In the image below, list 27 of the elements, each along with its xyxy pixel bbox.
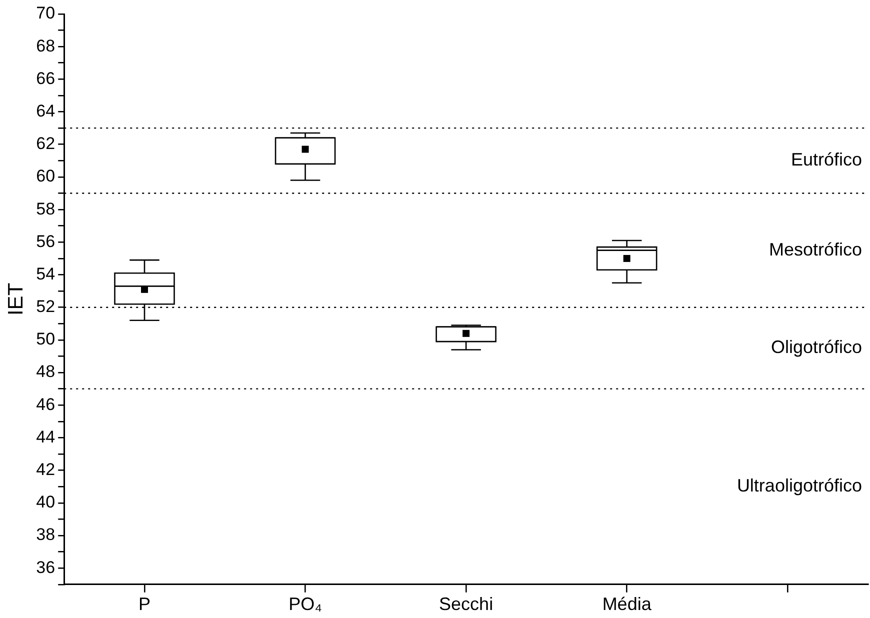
annotation: Ultraoligotrófico — [736, 476, 862, 496]
y-tick-label: 42 — [36, 460, 56, 480]
y-tick-label: 58 — [36, 199, 56, 218]
y-tick-label: 70 — [36, 4, 56, 23]
y-tick-label: 62 — [36, 134, 56, 154]
y-tick-label: 36 — [36, 558, 56, 577]
y-tick-label: 38 — [36, 525, 56, 544]
x-tick-label: Média — [602, 594, 652, 614]
x-tick-label: P — [138, 594, 151, 614]
y-tick-label: 48 — [36, 362, 56, 382]
y-tick-label: 66 — [36, 68, 56, 88]
y-tick-label: 60 — [36, 166, 56, 186]
y-tick-label: 68 — [36, 36, 56, 56]
y-axis-title: IET — [4, 282, 28, 316]
y-tick-label: 54 — [36, 264, 56, 284]
y-tick-label: 46 — [36, 394, 56, 414]
annotation: Oligotrófico — [770, 337, 862, 358]
y-tick-label: 64 — [36, 101, 56, 120]
y-tick-label: 44 — [36, 427, 56, 446]
annotation: Eutrófico — [790, 150, 862, 170]
y-tick-label: 40 — [36, 492, 56, 512]
annotation: Mesotrófico — [768, 239, 862, 260]
y-tick-label: 52 — [36, 297, 56, 316]
x-tick-label: Secchi — [439, 594, 494, 614]
y-tick-label: 50 — [36, 330, 56, 349]
x-tick-label: PO₄ — [288, 594, 322, 614]
y-tick-label: 56 — [36, 232, 56, 251]
